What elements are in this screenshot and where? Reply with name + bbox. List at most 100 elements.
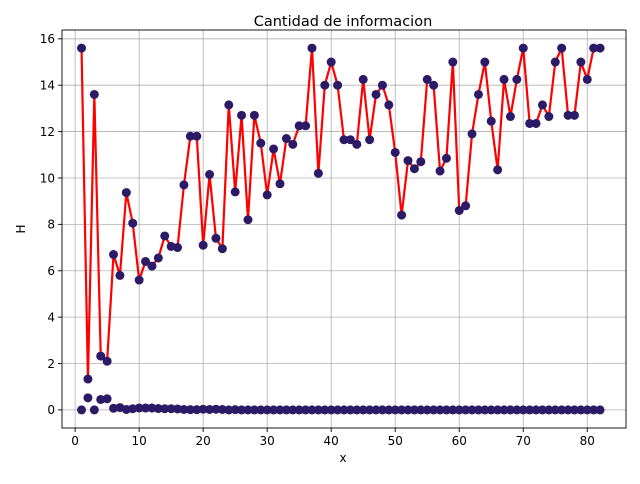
y-tick-label: 16 [40, 32, 55, 46]
data-point [377, 80, 387, 90]
data-point [109, 250, 119, 260]
data-point [173, 243, 183, 253]
series-line [80, 46, 601, 381]
data-point [275, 405, 285, 415]
data-point [89, 405, 99, 415]
data-point [422, 74, 432, 84]
y-axis-ticks: 0 2 4 6 8 10 12 14 16 [40, 32, 62, 417]
data-point [269, 405, 279, 415]
data-point [499, 405, 509, 415]
data-point [333, 80, 343, 90]
data-point [441, 405, 451, 415]
data-point [480, 405, 490, 415]
data-point [403, 156, 413, 166]
y-tick-label: 2 [47, 357, 55, 371]
y-tick-label: 8 [47, 218, 55, 232]
data-point [582, 74, 592, 84]
data-point [486, 405, 496, 415]
chart-title: Cantidad de informacion [254, 14, 433, 30]
data-point [595, 43, 605, 53]
data-point [249, 405, 259, 415]
data-point [102, 356, 112, 366]
data-point [569, 110, 579, 120]
data-point [557, 43, 567, 53]
data-point [454, 205, 464, 215]
data-point [320, 80, 330, 90]
data-point [544, 112, 554, 122]
data-point [493, 165, 503, 175]
data-point [358, 74, 368, 84]
data-point [454, 405, 464, 415]
data-point [390, 405, 400, 415]
x-axis-label: x [339, 451, 346, 465]
data-point [198, 404, 208, 414]
data-point [537, 100, 547, 110]
data-point [589, 405, 599, 415]
data-point [403, 405, 413, 415]
data-point [185, 131, 195, 141]
data-point [352, 139, 362, 149]
data-point [294, 405, 304, 415]
data-point [326, 405, 336, 415]
data-point [409, 405, 419, 415]
data-point [288, 139, 298, 149]
data-point [243, 405, 253, 415]
data-point [217, 244, 227, 254]
data-point [205, 170, 215, 179]
data-point [544, 405, 554, 415]
y-tick-label: 10 [40, 171, 55, 185]
x-tick-label: 20 [196, 434, 211, 448]
data-point [448, 405, 458, 415]
x-tick-label: 70 [516, 434, 531, 448]
data-point [518, 43, 528, 53]
series-layer [77, 43, 605, 415]
y-axis-label: H [14, 224, 28, 233]
data-point [256, 138, 266, 148]
data-point [461, 201, 471, 211]
data-point [576, 405, 586, 415]
data-point [275, 179, 285, 189]
data-point [115, 270, 125, 280]
data-point [531, 405, 541, 415]
data-point [345, 405, 355, 415]
data-point [397, 405, 407, 415]
data-point [224, 405, 234, 415]
data-point [211, 404, 221, 414]
data-point [416, 405, 426, 415]
data-point [537, 405, 547, 415]
data-point [582, 405, 592, 415]
data-point [205, 404, 215, 414]
data-point [576, 57, 586, 67]
data-point [467, 129, 477, 139]
x-axis-ticks: 0 10 20 30 40 50 60 70 80 [71, 428, 595, 448]
data-point [77, 405, 87, 415]
data-point [83, 374, 93, 384]
data-point [230, 187, 240, 197]
data-point [550, 57, 560, 67]
data-point [557, 405, 567, 415]
data-point [371, 405, 381, 415]
data-point [237, 405, 247, 415]
data-point [89, 89, 99, 99]
data-point [262, 190, 272, 200]
data-point [493, 405, 503, 415]
data-point [416, 157, 426, 167]
data-point [435, 166, 445, 176]
data-point [365, 135, 375, 145]
data-point [307, 405, 317, 415]
data-point [141, 403, 151, 413]
data-point [179, 404, 189, 414]
data-point [358, 405, 368, 415]
x-tick-label: 60 [452, 434, 467, 448]
data-point [512, 74, 522, 84]
data-point [339, 405, 349, 415]
data-point [96, 351, 106, 361]
data-point [237, 110, 247, 120]
x-tick-label: 40 [324, 434, 339, 448]
data-point [563, 405, 573, 415]
data-point [512, 405, 522, 415]
data-point [249, 110, 259, 120]
data-point [128, 218, 138, 228]
data-point [198, 240, 208, 250]
